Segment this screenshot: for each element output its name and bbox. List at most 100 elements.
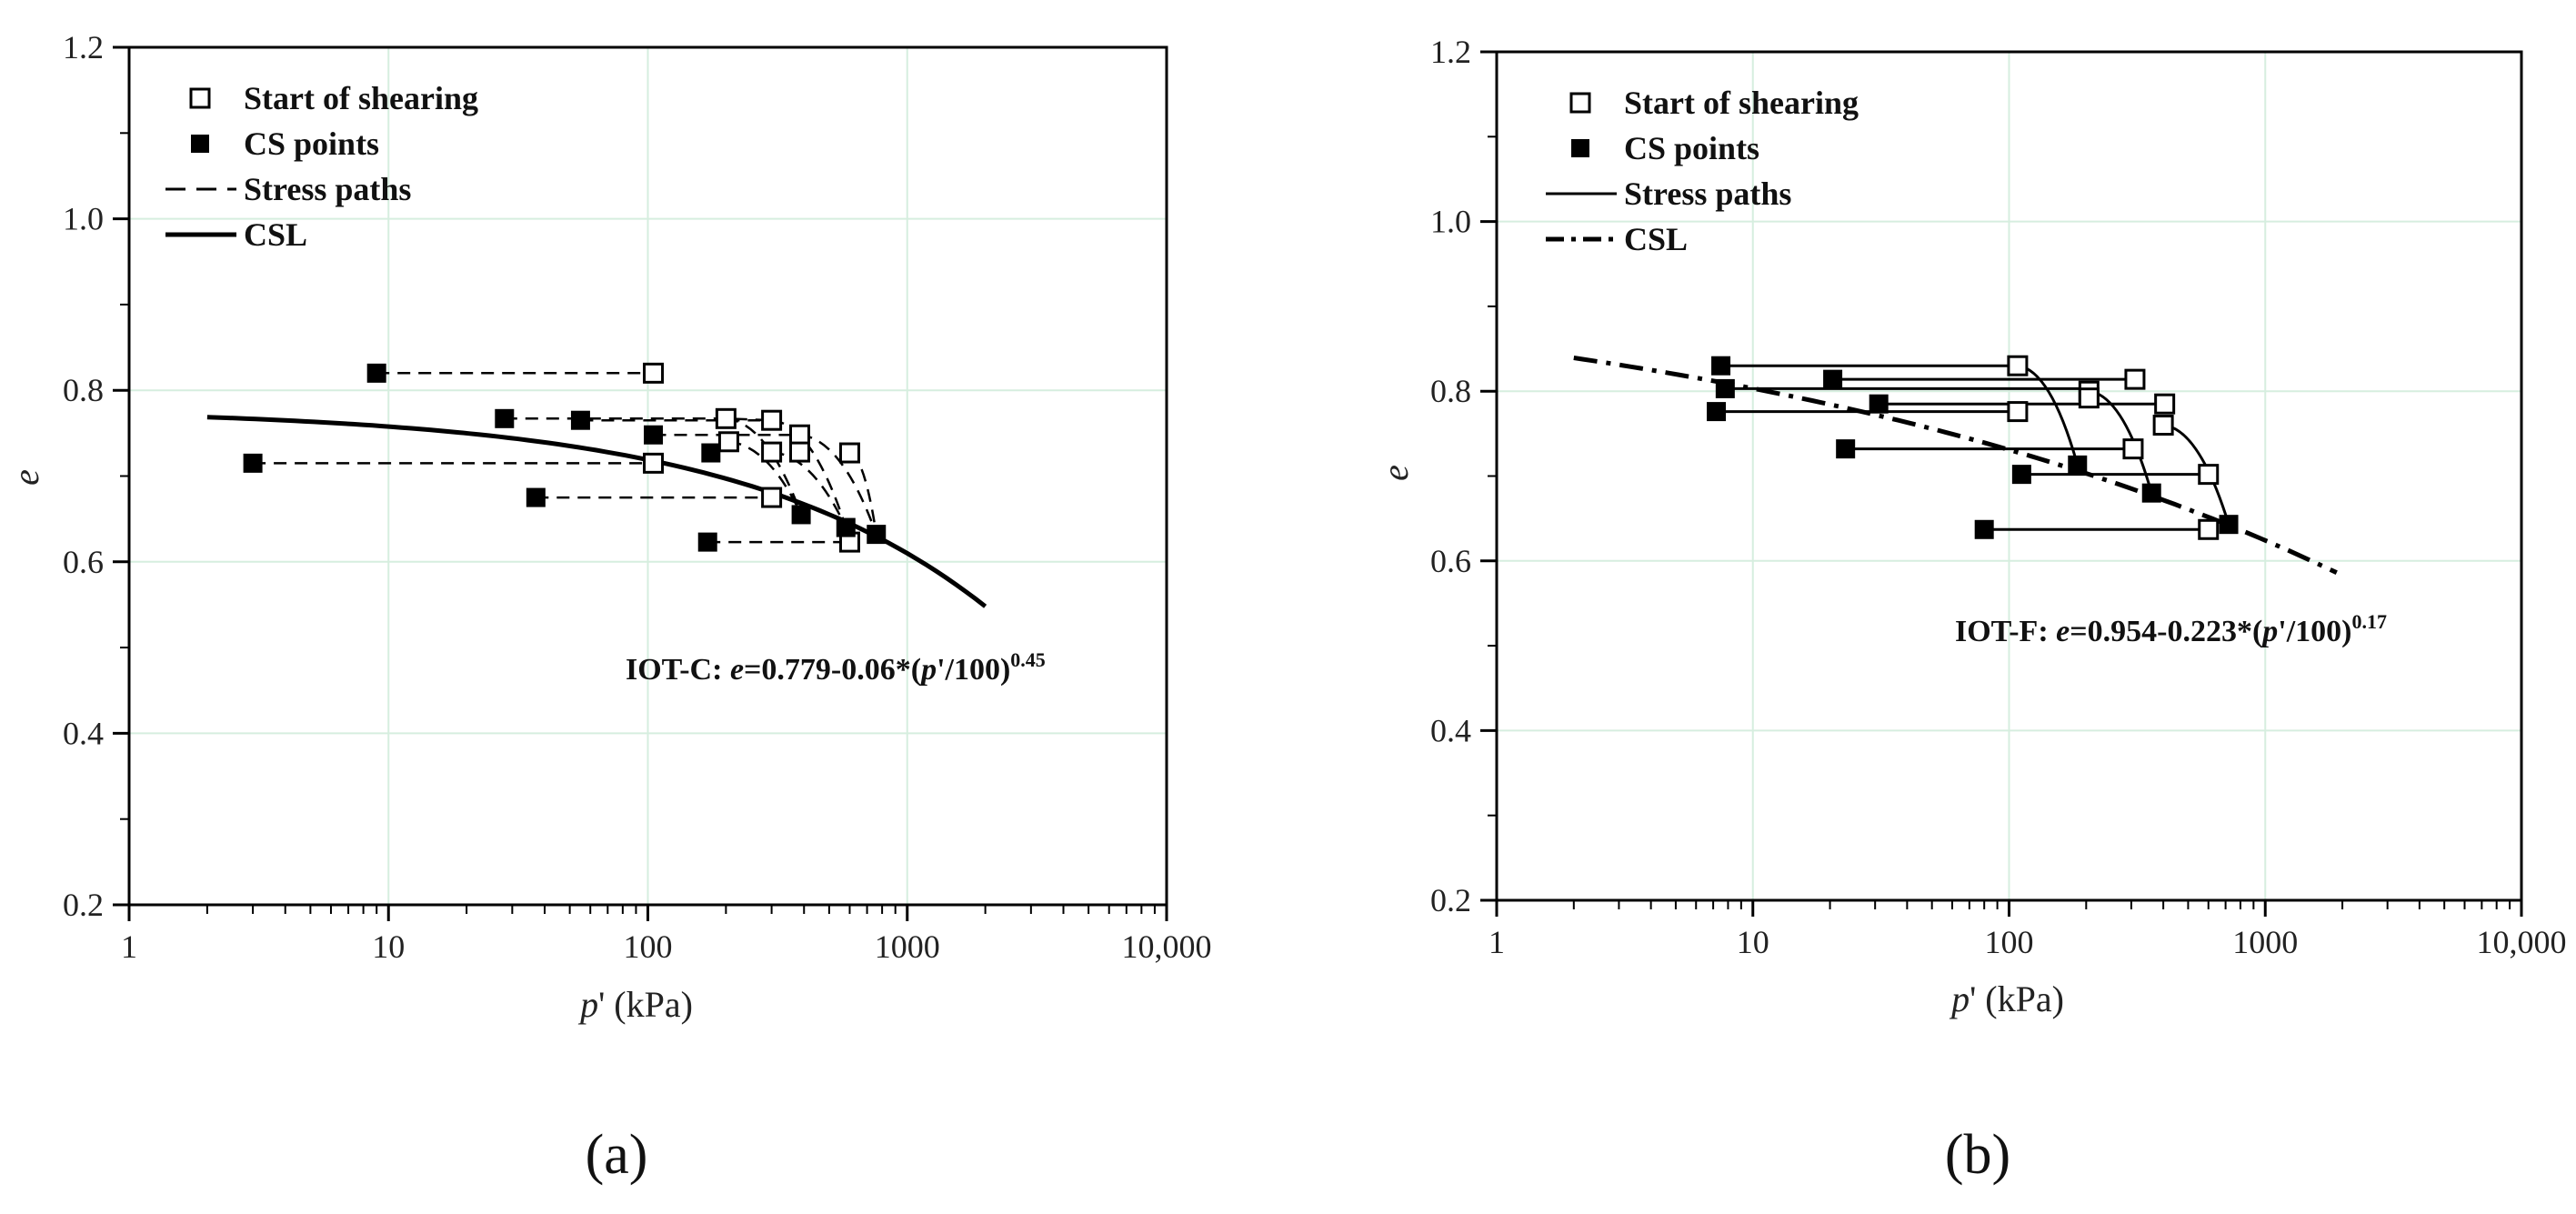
legend-label: Stress paths: [244, 171, 411, 207]
cs-point: [1707, 402, 1727, 422]
cs-point: [1823, 369, 1843, 389]
start-of-shearing-point: [2078, 387, 2100, 409]
legend-label: CS points: [244, 125, 379, 162]
cs-point: [2011, 465, 2031, 485]
panel-label: (b): [1945, 1124, 2010, 1186]
equation-exponent: 0.17: [2352, 610, 2388, 633]
equation-prefix: IOT-F:: [1955, 615, 2056, 648]
x-tick-label: 1000: [2232, 924, 2298, 960]
cs-point: [1974, 519, 1994, 539]
legend-label: Start of shearing: [244, 80, 478, 116]
y-tick-label: 0.8: [1430, 373, 1471, 409]
x-axis-title-variable: p: [1949, 978, 1970, 1019]
x-tick-label: 100: [1985, 924, 2034, 960]
x-tick-label: 1: [121, 928, 137, 965]
cs-point: [1715, 378, 1735, 398]
start-of-shearing-point: [2152, 415, 2174, 436]
y-tick-label: 0.6: [63, 544, 104, 580]
legend-open-square-icon: [1569, 92, 1591, 114]
x-tick-label: 1: [1488, 924, 1505, 960]
start-of-shearing-point: [717, 431, 739, 453]
start-of-shearing-point: [2007, 401, 2029, 423]
legend-label: Stress paths: [1624, 176, 1791, 212]
equation-exponent: 0.45: [1010, 648, 1046, 671]
legend-filled-square-icon: [1571, 139, 1589, 157]
start-of-shearing-point: [761, 487, 783, 508]
x-axis-title-unit: ' (kPa): [1970, 978, 2064, 1019]
cs-point: [2068, 455, 2088, 475]
x-axis-title-variable: p: [577, 984, 598, 1025]
y-tick-label: 1.0: [63, 201, 104, 237]
cs-point: [791, 505, 811, 525]
x-axis-title: p' (kPa): [577, 984, 693, 1025]
x-tick-label: 10,000: [2477, 924, 2567, 960]
y-tick-label: 0.2: [63, 887, 104, 923]
x-tick-label: 10: [372, 928, 405, 965]
x-tick-label: 10,000: [1122, 928, 1212, 965]
equation-p: p: [2260, 615, 2278, 648]
csl-equation: IOT-C: e=0.779-0.06*(p'/100)0.45: [626, 648, 1046, 687]
cs-point: [2219, 515, 2239, 535]
y-tick-label: 0.4: [1430, 712, 1471, 748]
equation-variable: e: [2056, 615, 2070, 648]
legend-label: CSL: [244, 216, 307, 253]
cs-point: [836, 517, 856, 537]
start-of-shearing-point: [643, 452, 665, 474]
y-tick-label: 0.4: [63, 715, 104, 751]
cs-point: [366, 363, 386, 383]
cs-point: [697, 532, 717, 552]
equation-middle: =0.779-0.06*(: [744, 653, 921, 687]
start-of-shearing-point: [643, 362, 665, 384]
cs-point: [570, 410, 590, 430]
panel-label: (a): [586, 1124, 648, 1186]
y-tick-label: 1.0: [1430, 204, 1471, 240]
legend-label: CS points: [1624, 130, 1759, 166]
legend-label: CSL: [1624, 221, 1688, 257]
cs-point: [1711, 356, 1731, 376]
legend-filled-square-icon: [191, 135, 209, 153]
y-tick-label: 1.2: [1430, 34, 1471, 70]
x-axis-title-unit: ' (kPa): [598, 984, 693, 1025]
csl-equation: IOT-F: e=0.954-0.223*(p'/100)0.17: [1955, 610, 2387, 648]
legend-open-square-icon: [189, 87, 211, 109]
start-of-shearing-point: [2122, 438, 2144, 460]
x-tick-label: 100: [624, 928, 673, 965]
cs-point: [1869, 394, 1889, 414]
start-of-shearing-point: [715, 407, 737, 429]
equation-tail: '/100): [937, 653, 1010, 687]
equation-tail: '/100): [2278, 615, 2351, 648]
start-of-shearing-point: [838, 442, 860, 464]
y-axis-title: e: [1375, 465, 1416, 481]
y-tick-label: 0.8: [63, 372, 104, 408]
cs-point: [2141, 483, 2161, 503]
start-of-shearing-point: [789, 441, 811, 463]
x-axis-title: p' (kPa): [1949, 978, 2064, 1019]
csl-curve: [1573, 356, 2338, 575]
equation-prefix: IOT-C:: [626, 653, 730, 687]
y-axis-title: e: [5, 469, 46, 486]
start-of-shearing-point: [2124, 368, 2146, 390]
start-of-shearing-point: [2198, 464, 2220, 486]
start-of-shearing-point: [2007, 355, 2029, 376]
cs-point: [701, 443, 721, 463]
equation-variable: e: [730, 653, 744, 687]
cs-point: [526, 487, 546, 507]
cs-point: [644, 425, 664, 445]
csl-curve: [206, 415, 987, 608]
legend-label: Start of shearing: [1624, 85, 1859, 121]
start-of-shearing-point: [2154, 393, 2176, 415]
x-tick-label: 1000: [875, 928, 940, 965]
equation-middle: =0.954-0.223*(: [2070, 615, 2262, 648]
y-tick-label: 1.2: [63, 29, 104, 65]
cs-point: [243, 453, 263, 473]
cs-point: [495, 408, 515, 428]
start-of-shearing-point: [789, 424, 811, 446]
y-tick-label: 0.2: [1430, 882, 1471, 918]
start-of-shearing-point: [761, 441, 783, 463]
x-tick-label: 10: [1737, 924, 1769, 960]
start-of-shearing-point: [761, 409, 783, 431]
cs-point: [1836, 439, 1856, 459]
equation-p: p: [918, 653, 937, 687]
